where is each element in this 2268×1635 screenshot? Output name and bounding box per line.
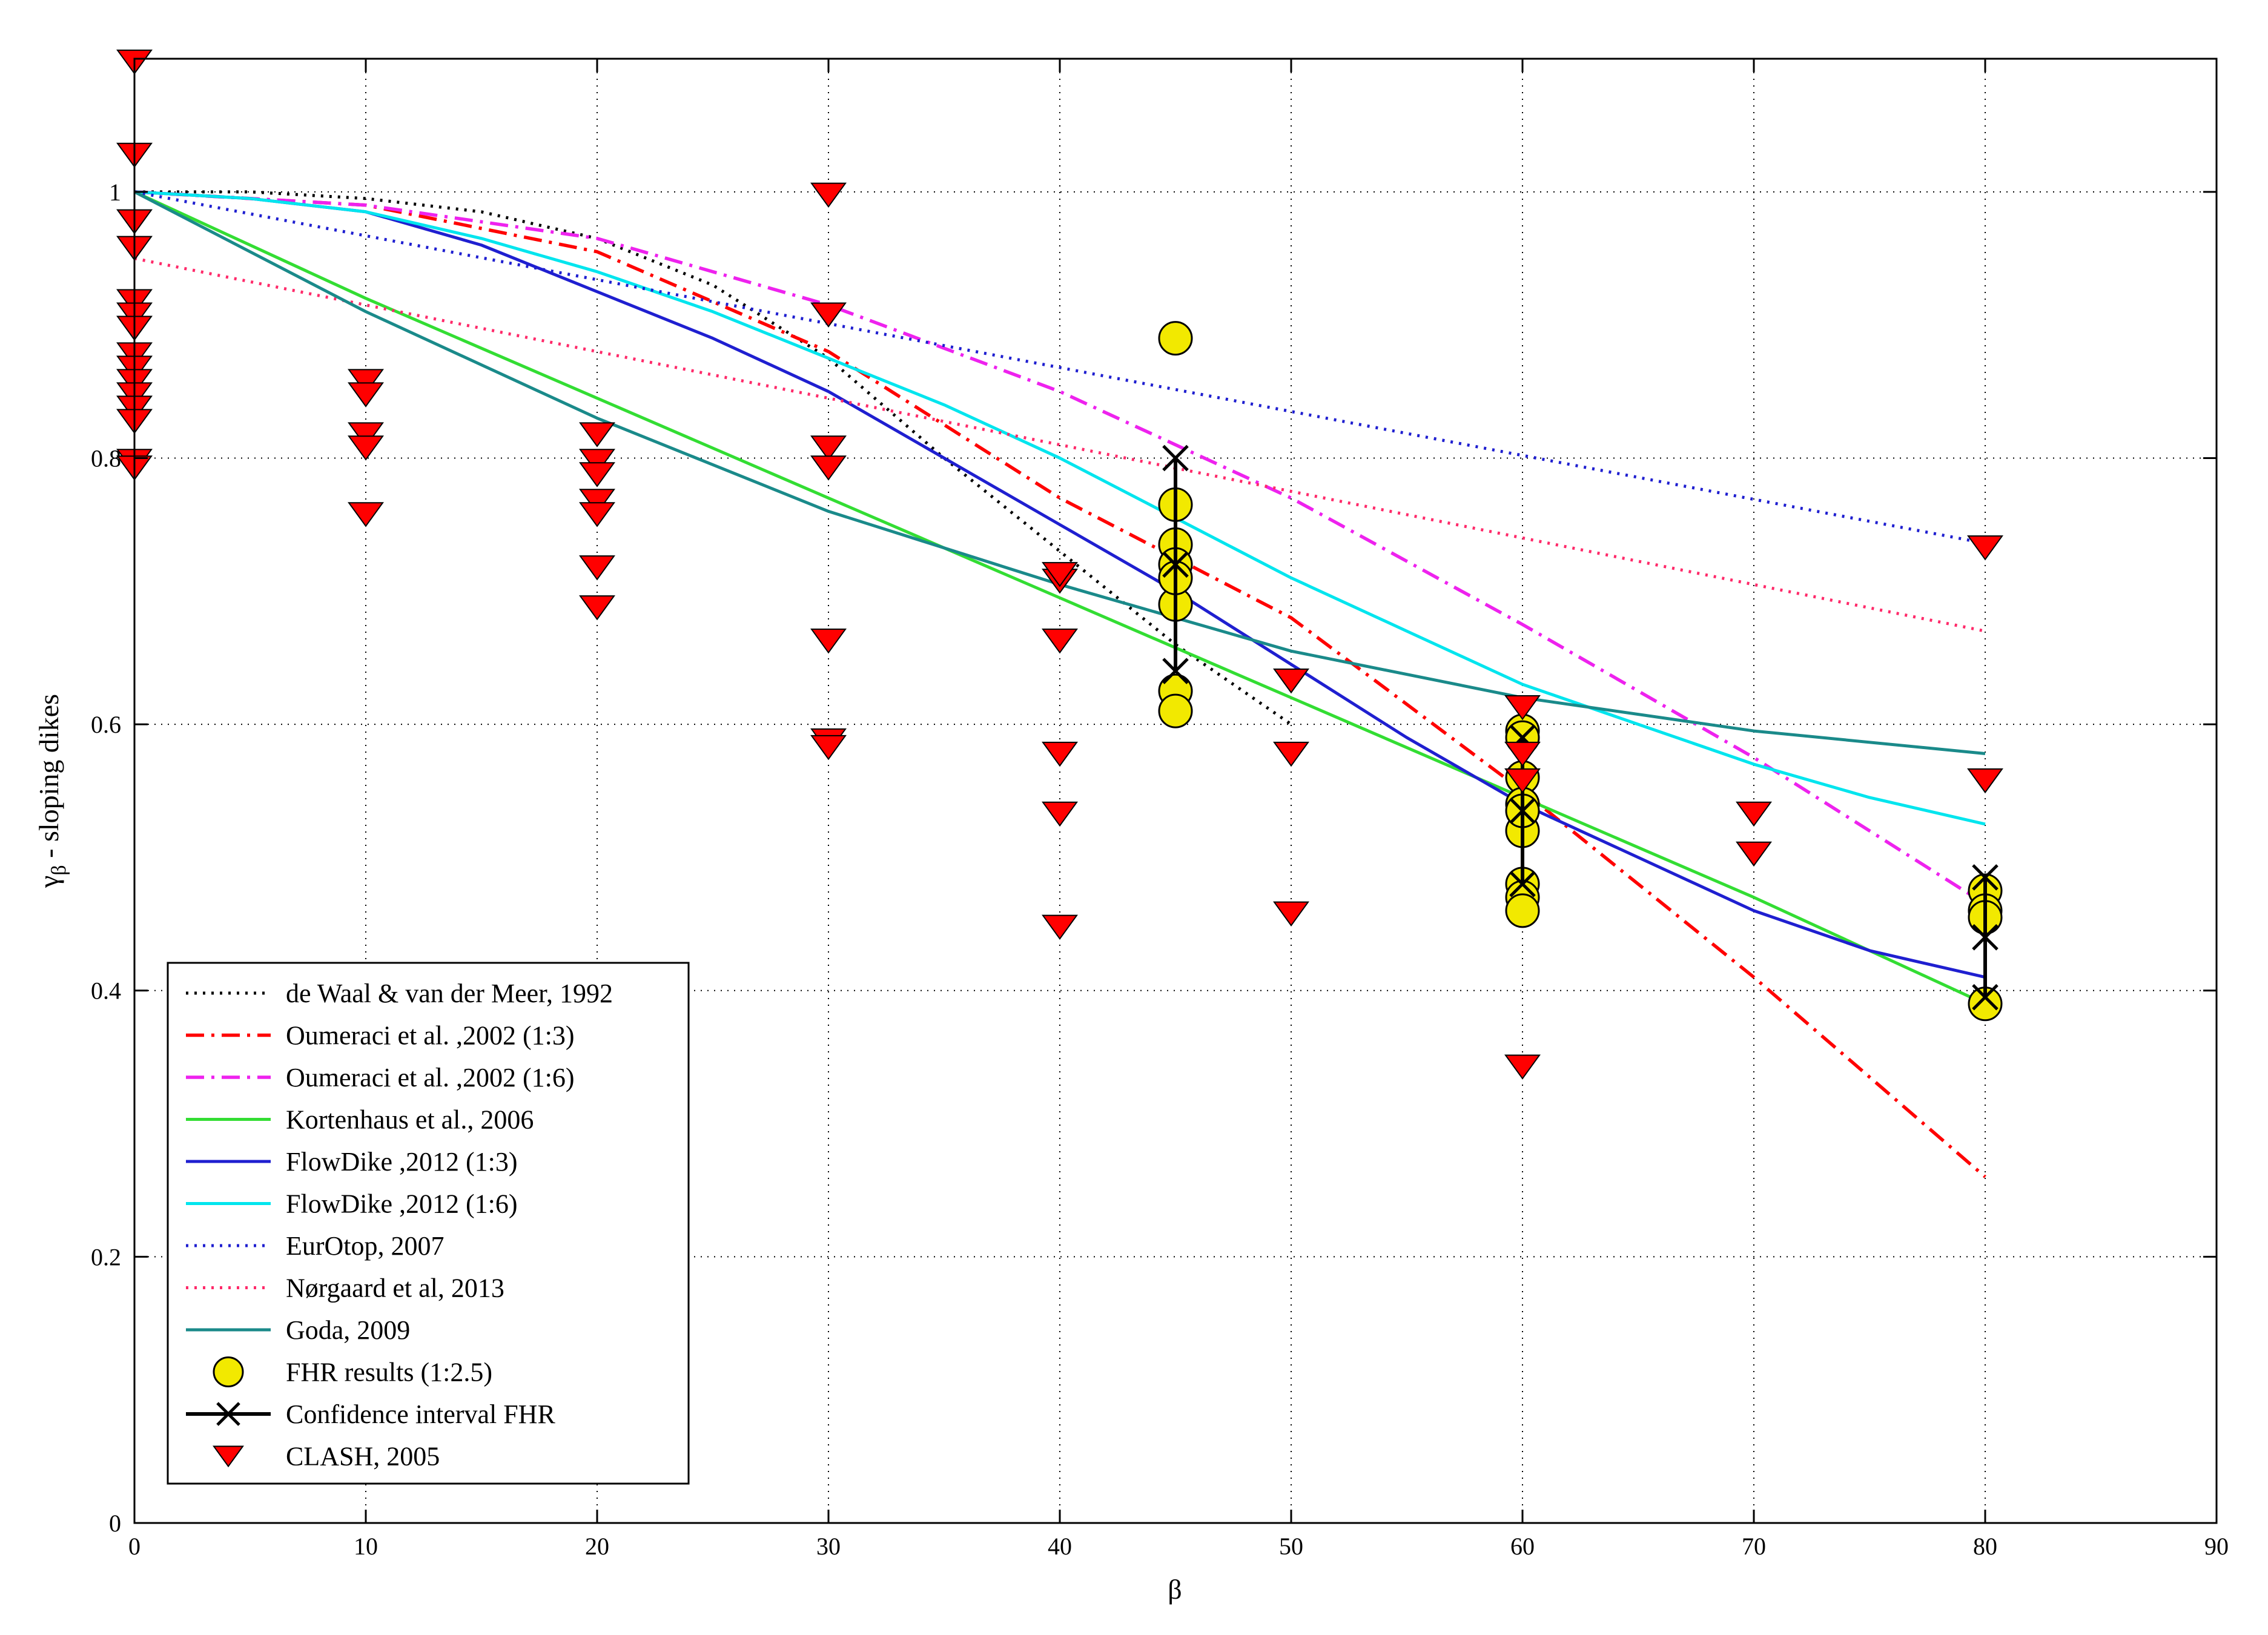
clash-point <box>579 595 615 621</box>
legend-swatch <box>213 1356 244 1387</box>
x-tick-label: 70 <box>1742 1533 1766 1560</box>
clash-point <box>810 302 847 328</box>
series-line <box>134 190 1986 906</box>
clash-point <box>1504 695 1541 721</box>
series-line <box>134 190 1292 726</box>
confidence-marker <box>1509 871 1536 897</box>
x-axis-label: β <box>1168 1574 1182 1605</box>
clash-point <box>1504 741 1541 767</box>
y-tick-label: 0.6 <box>91 711 121 738</box>
x-tick-label: 60 <box>1510 1533 1535 1560</box>
clash-point <box>579 489 615 514</box>
clash-point <box>1967 768 2003 794</box>
clash-point <box>1273 741 1309 767</box>
legend-label: de Waal & van der Meer, 1992 <box>286 979 613 1008</box>
clash-point <box>1504 768 1541 794</box>
clash-point <box>810 629 847 654</box>
clash-point <box>810 455 847 481</box>
clash-point <box>348 369 384 394</box>
y-axis-label-rest: - sloping dikes <box>33 694 64 865</box>
legend-label: Kortenhaus et al., 2006 <box>286 1105 534 1135</box>
clash-point <box>1736 841 1772 867</box>
clash-point <box>579 422 615 448</box>
series-line <box>134 190 1986 1178</box>
clash-point <box>1273 668 1309 694</box>
legend-box <box>167 962 690 1485</box>
x-tick-label: 10 <box>354 1533 378 1560</box>
legend-label: Confidence interval FHR <box>286 1399 555 1429</box>
fhr-point <box>1505 893 1540 928</box>
clash-point <box>579 555 615 581</box>
series-line <box>134 190 1986 545</box>
legend-label: Oumeraci et al. ,2002 (1:3) <box>286 1021 575 1051</box>
y-tick-label: 0.8 <box>91 444 121 472</box>
legend-label: CLASH, 2005 <box>286 1442 440 1472</box>
clash-point <box>348 382 384 408</box>
y-axis-label-main: γ <box>33 876 64 888</box>
tick-labels: 0 10 20 30 40 50 60 70 80 90 0 0.2 0.4 0.6 0.8 1 <box>91 179 2229 1560</box>
plot-frame <box>133 58 2218 1524</box>
confidence-marker <box>1972 924 1999 951</box>
fhr-point <box>1158 321 1193 356</box>
y-tick-label: 0.4 <box>91 977 121 1005</box>
confidence-marker <box>1509 798 1536 824</box>
legend-label: Nørgaard et al, 2013 <box>286 1273 504 1303</box>
y-tick-label: 0.2 <box>91 1243 121 1270</box>
series-line <box>134 190 1986 979</box>
clash-point <box>810 182 847 208</box>
markers <box>116 49 2003 1080</box>
fhr-point <box>1158 693 1193 728</box>
clash-point <box>1736 801 1772 827</box>
legend-label: FlowDike ,2012 (1:6) <box>286 1189 518 1219</box>
x-tick-label: 40 <box>1048 1533 1072 1560</box>
x-tick-label: 90 <box>2204 1533 2229 1560</box>
x-tick-label: 0 <box>128 1533 141 1560</box>
legend-swatch-marker <box>216 1402 240 1426</box>
y-tick-label: 1 <box>109 179 121 206</box>
clash-point <box>579 449 615 474</box>
confidence-marker <box>1972 983 1999 1011</box>
confidence-marker <box>1972 864 1999 891</box>
clash-point <box>1042 801 1078 827</box>
clash-point <box>1042 629 1078 654</box>
confidence-marker <box>1162 551 1189 578</box>
series-line <box>134 257 1986 633</box>
confidence-marker <box>1162 444 1189 472</box>
legend-label: EurOtop, 2007 <box>286 1231 445 1261</box>
y-axis-label-sub: β <box>48 865 70 875</box>
clash-point <box>810 435 847 461</box>
clash-point <box>348 435 384 461</box>
clash-point <box>348 502 384 527</box>
y-tick-label: 0 <box>109 1510 121 1537</box>
clash-point <box>579 462 615 487</box>
clash-point <box>810 735 847 761</box>
ticks <box>133 59 2218 1524</box>
clash-point <box>579 502 615 527</box>
x-tick-label: 50 <box>1279 1533 1303 1560</box>
clash-point <box>1967 535 2003 561</box>
x-tick-label: 80 <box>1973 1533 1997 1560</box>
clash-point <box>1273 901 1309 927</box>
legend-swatch <box>213 1445 244 1468</box>
x-tick-label: 30 <box>816 1533 841 1560</box>
legend-label: FHR results (1:2.5) <box>286 1358 492 1387</box>
x-tick-label: 20 <box>585 1533 609 1560</box>
legend: de Waal & van der Meer, 1992 Oumeraci et … <box>167 962 690 1485</box>
series-line <box>134 190 1986 826</box>
clash-point <box>1042 914 1078 940</box>
legend-label: Goda, 2009 <box>286 1315 410 1345</box>
y-axis-label: γβ - sloping dikes <box>33 694 70 888</box>
legend-label: FlowDike ,2012 (1:3) <box>286 1147 518 1177</box>
legend-label: Oumeraci et al. ,2002 (1:6) <box>286 1063 575 1092</box>
confidence-marker <box>1162 658 1189 684</box>
clash-point <box>1504 1054 1541 1080</box>
series-line <box>133 190 1986 1005</box>
clash-point <box>348 422 384 448</box>
clash-point <box>1042 741 1078 767</box>
clash-point <box>1042 562 1078 587</box>
